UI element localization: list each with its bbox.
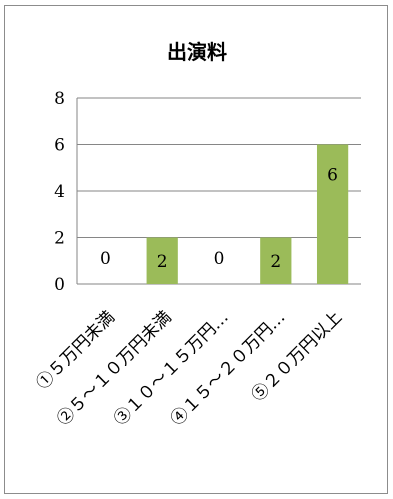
y-tick-label: 6 <box>54 136 65 156</box>
data-label: 2 <box>157 252 168 272</box>
data-label: 2 <box>270 252 281 272</box>
y-tick-label: 8 <box>54 89 65 109</box>
data-label: 0 <box>100 249 111 269</box>
bar <box>260 237 292 284</box>
y-tick-label: 2 <box>54 229 65 249</box>
y-tick-label: 4 <box>54 182 65 202</box>
data-label: 6 <box>327 166 338 186</box>
bar <box>146 237 178 284</box>
chart-title: 出演料 <box>167 40 227 64</box>
chart-plot: 024680①５万円未満2②５～１０万円未満0③１０～１５万円…2④１５～２０万… <box>33 89 361 430</box>
chart-frame: 出演料 0 2 4 6 8 0 ①５万円未満 2 ②５～１０万円未満 0 ③１０～１５万円… 2 ④１５… <box>4 5 388 494</box>
y-tick-label: 0 <box>54 275 65 295</box>
data-label: 0 <box>214 249 225 269</box>
bar <box>316 144 349 284</box>
